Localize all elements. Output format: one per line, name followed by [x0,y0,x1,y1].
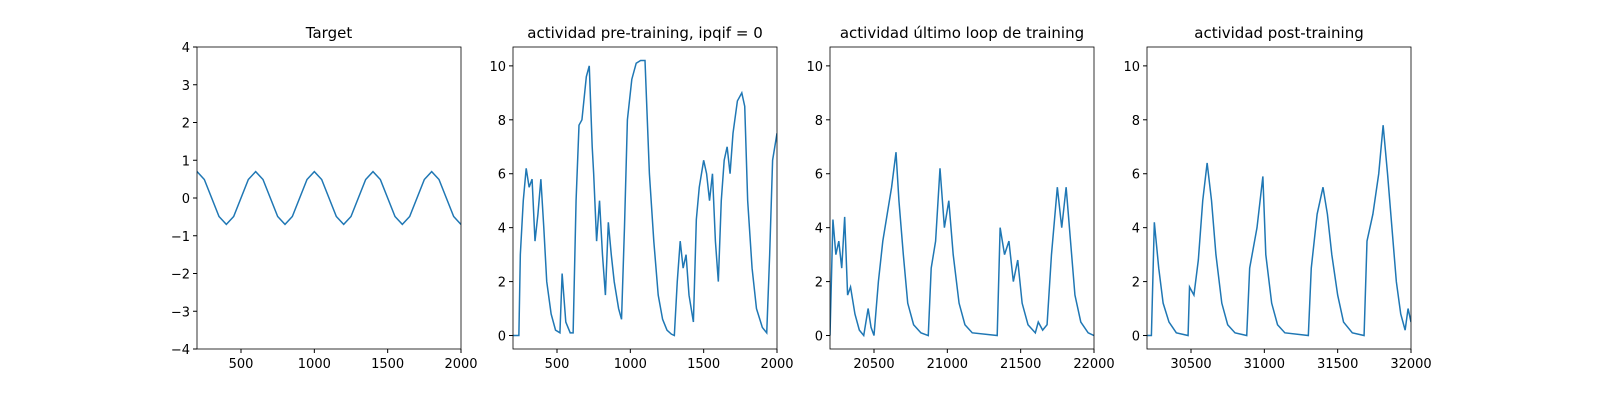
y-tick-label: 8 [498,114,506,129]
y-tick-label: 0 [182,192,190,207]
x-tick-label: 1500 [687,357,720,372]
y-tick-label: 10 [806,60,823,75]
y-tick-label: 0 [498,330,506,345]
y-tick-label: −3 [171,305,190,320]
y-tick-label: 2 [1132,276,1140,291]
axes-frame [829,46,1095,350]
line-series [830,152,1094,338]
x-tick-label: 2000 [760,357,793,372]
line-series [513,59,777,337]
y-tick-label: 2 [498,276,506,291]
y-tick-label: 3 [182,79,190,94]
axes-frame [1146,46,1412,350]
x-tick-label: 21500 [1000,357,1041,372]
x-tick-label: 20500 [853,357,894,372]
y-tick-label: 4 [815,222,823,237]
y-tick-label: 8 [815,114,823,129]
x-tick-label: 500 [545,357,570,372]
y-tick-label: 0 [815,330,823,345]
axes-frame [512,46,778,350]
x-tick-label: 30500 [1170,357,1211,372]
panel-title: Target [305,24,353,42]
y-tick-label: −1 [171,230,190,245]
y-tick-label: 10 [489,60,506,75]
y-tick-label: 2 [815,276,823,291]
y-tick-label: −2 [171,268,190,283]
y-tick-label: 4 [182,41,190,56]
y-tick-label: 6 [815,168,823,183]
y-tick-label: 8 [1132,114,1140,129]
x-tick-label: 500 [229,357,254,372]
x-tick-label: 1500 [371,357,404,372]
y-tick-label: 2 [182,117,190,132]
y-tick-label: 10 [1123,60,1140,75]
x-tick-label: 32000 [1390,357,1431,372]
x-tick-label: 2000 [444,357,477,372]
line-series [197,170,461,226]
y-tick-label: 0 [1132,330,1140,345]
axes-frame [196,46,462,350]
y-tick-label: 4 [498,222,506,237]
y-tick-label: 6 [498,168,506,183]
panel-title: actividad último loop de training [840,24,1084,42]
x-tick-label: 1000 [614,357,647,372]
panel-title: actividad pre-training, ipqif = 0 [527,24,763,42]
x-tick-label: 31000 [1244,357,1285,372]
y-tick-label: 6 [1132,168,1140,183]
y-tick-label: −4 [171,343,190,358]
x-tick-label: 22000 [1073,357,1114,372]
y-tick-label: 1 [182,154,190,169]
line-series [1147,125,1411,337]
x-tick-label: 31500 [1317,357,1358,372]
x-tick-label: 21000 [927,357,968,372]
panel-title: actividad post-training [1194,24,1363,42]
y-tick-label: 4 [1132,222,1140,237]
x-tick-label: 1000 [298,357,331,372]
